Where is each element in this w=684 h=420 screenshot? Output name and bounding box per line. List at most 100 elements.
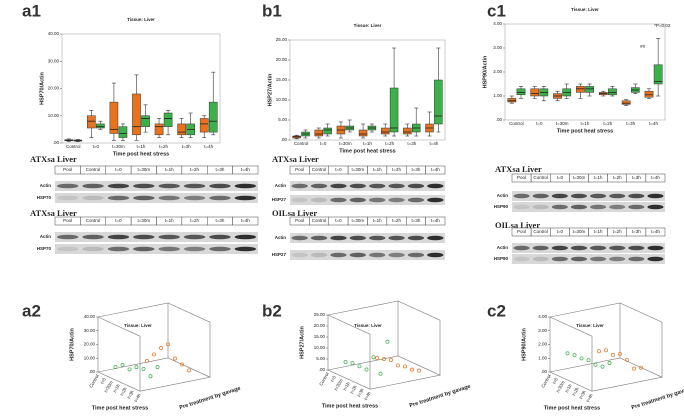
band	[107, 234, 130, 240]
x-tick-label: t=30m	[333, 378, 344, 392]
x-tick-label: t=30m	[103, 380, 114, 394]
point	[565, 351, 570, 356]
cube-edge	[549, 317, 663, 392]
lane-label: t=1h	[165, 167, 174, 172]
row-label: Actin	[497, 245, 509, 250]
blot-strip	[55, 181, 258, 191]
x-tick-label: t=4h	[204, 144, 213, 149]
band	[234, 234, 256, 240]
band	[183, 195, 206, 201]
x-tick-label: t=4h	[133, 392, 142, 403]
chart-title: Tissue: Liver	[571, 7, 599, 12]
x-tick-label: t=30m	[556, 121, 569, 126]
y-axis-label: HSP27/Actin	[267, 73, 273, 106]
band	[407, 197, 425, 203]
point	[357, 364, 362, 369]
chart-title: Tissue: Liver	[354, 323, 382, 328]
box	[96, 123, 105, 129]
band	[570, 245, 587, 251]
lane-label: Pool	[63, 167, 72, 172]
point	[159, 346, 163, 350]
x-tick-label: t=4h	[429, 141, 438, 146]
x-tick-label: t=1h	[112, 383, 121, 394]
cube-edge	[619, 302, 663, 378]
band	[609, 193, 626, 199]
z-axis-label: Pre treatment by gavage	[179, 386, 242, 411]
box	[87, 115, 96, 129]
lane-label: t=0	[557, 175, 564, 180]
blot-title: ATXsa Liver	[30, 154, 77, 164]
band	[330, 197, 347, 203]
point	[600, 364, 605, 369]
x-tick-label: Control	[88, 374, 100, 389]
point	[611, 352, 615, 357]
x-tick-label: t=0	[93, 144, 100, 149]
point	[410, 367, 414, 372]
x-tick-label: t=3h	[626, 121, 635, 126]
lane-label: Control	[533, 229, 548, 234]
lane-header	[645, 227, 666, 237]
y-tick-label: 30.00	[84, 328, 96, 333]
chart-title: Tissue: Liver	[127, 17, 155, 22]
band	[369, 183, 386, 189]
band	[310, 235, 328, 241]
x-tick-label: t=2h	[571, 386, 580, 397]
point	[134, 365, 139, 370]
band	[532, 204, 549, 210]
chart-title: Tissue: Liver	[576, 323, 604, 328]
band	[57, 246, 79, 252]
point	[141, 366, 146, 371]
lane-label: t=3h	[632, 175, 641, 180]
band	[234, 195, 256, 201]
x-axis-label: Time post heat stress	[544, 405, 600, 411]
lane-header	[645, 173, 666, 183]
band	[590, 193, 607, 199]
point	[127, 367, 132, 372]
z-axis-label: Pre treatment by gavage	[631, 386, 684, 411]
blot-strip	[290, 233, 445, 243]
blot-strip	[55, 232, 258, 242]
box	[585, 86, 594, 93]
plot-area	[61, 33, 221, 144]
box	[208, 101, 218, 133]
band	[158, 234, 180, 240]
y-tick-label: 10.00	[84, 355, 96, 360]
x-tick-label: t=30m	[339, 141, 352, 146]
band	[310, 252, 328, 258]
band	[570, 193, 587, 199]
x-tick-label: t=3h	[407, 141, 416, 146]
row-label: HSP27	[272, 197, 287, 202]
band	[291, 183, 308, 189]
blot-title: ATXsa Liver	[272, 154, 319, 164]
band	[234, 246, 256, 252]
blot-strip	[512, 202, 665, 212]
band	[647, 204, 664, 210]
cube-edge	[549, 316, 593, 392]
y-tick-label: 40.00	[48, 31, 60, 36]
y-tick-label: .00	[281, 137, 288, 142]
row-label: Actin	[40, 183, 52, 188]
y-tick-label: 20.00	[84, 342, 96, 347]
box	[163, 112, 173, 127]
x-tick-label: Control	[540, 374, 552, 389]
band	[133, 195, 155, 201]
panel-label: b1	[262, 1, 282, 20]
y-tick-label: .00	[53, 140, 60, 145]
box	[177, 123, 186, 136]
point	[343, 360, 348, 365]
band	[158, 195, 180, 201]
band	[590, 204, 607, 210]
band	[551, 256, 568, 262]
band	[388, 197, 405, 203]
x-tick-label: t=4h	[585, 392, 594, 403]
band	[513, 193, 530, 199]
x-tick-label: t=0	[536, 121, 543, 126]
band	[209, 246, 231, 252]
band	[291, 252, 308, 258]
band	[310, 197, 328, 203]
band	[133, 183, 155, 189]
y-tick-label: 20.00	[276, 57, 288, 62]
y-tick-label: 10.00	[314, 345, 326, 350]
lane-label: t=30m	[351, 167, 364, 172]
